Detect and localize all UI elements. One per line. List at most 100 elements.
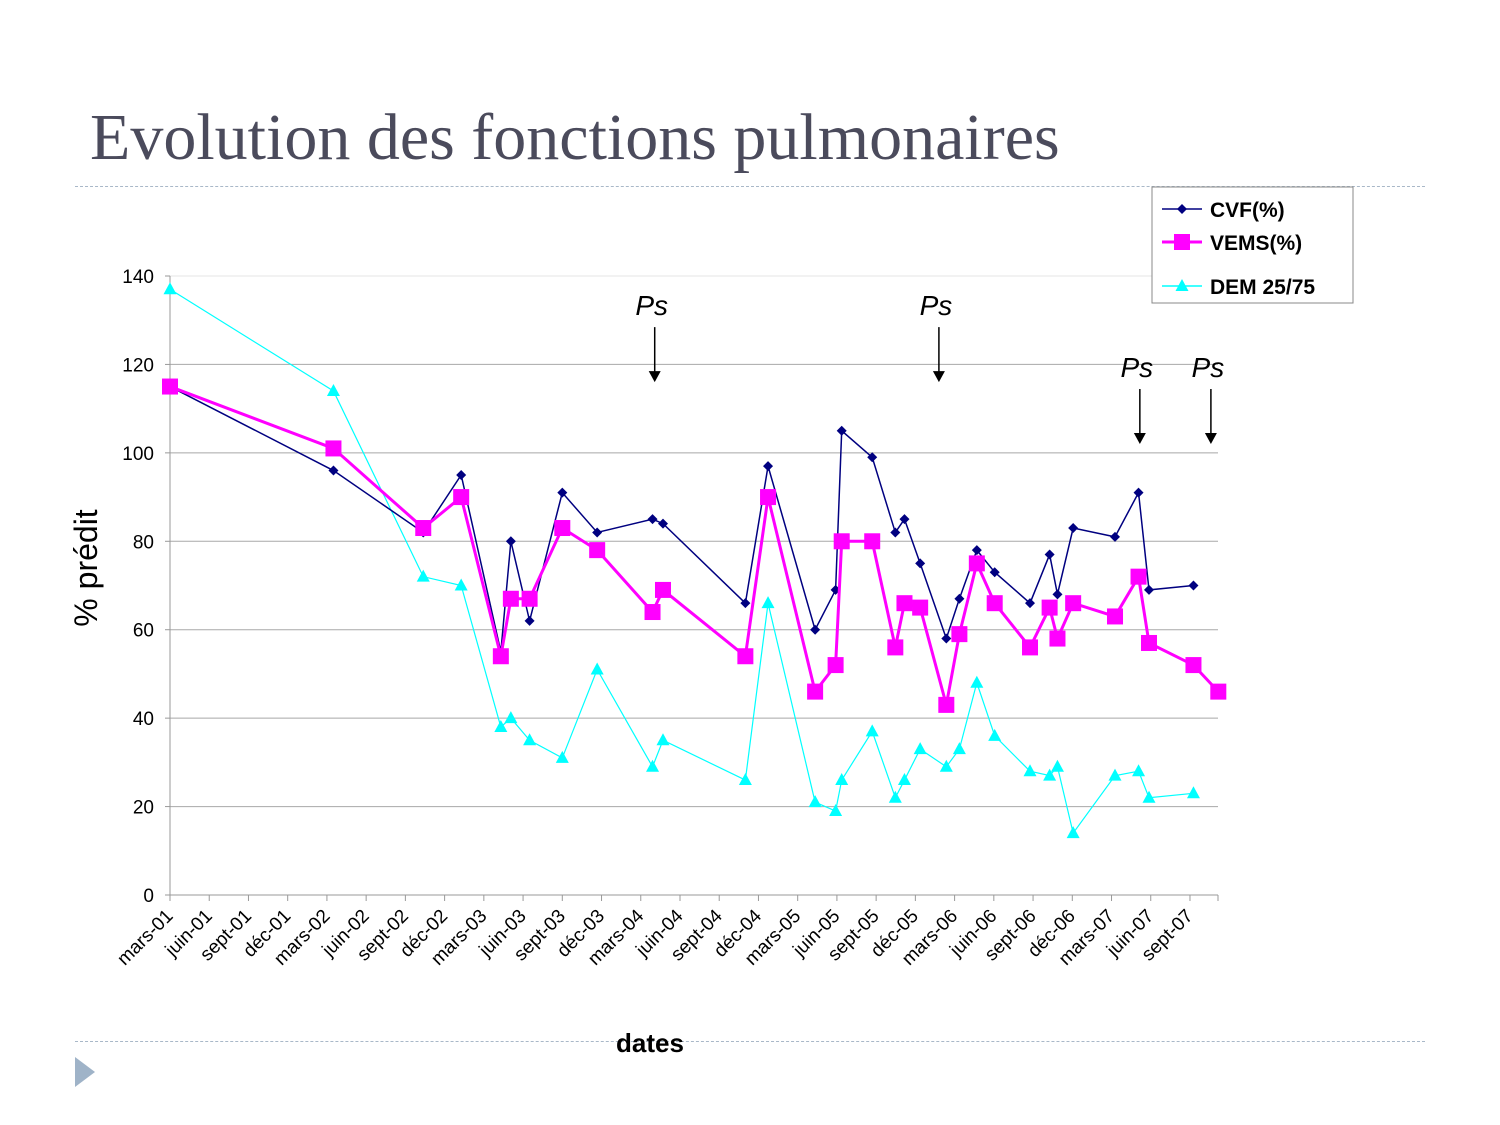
- y-tick-label: 120: [122, 355, 154, 376]
- data-point: [888, 790, 902, 803]
- data-point: [1049, 630, 1066, 647]
- data-point: [1210, 683, 1227, 700]
- ps-annotation: Ps: [1192, 352, 1225, 383]
- data-point: [968, 555, 985, 572]
- data-point: [1022, 639, 1039, 656]
- arrow-down-icon: [1204, 433, 1217, 445]
- data-point: [915, 558, 926, 569]
- data-point: [835, 773, 849, 786]
- y-tick-label: 100: [122, 444, 154, 465]
- data-point: [644, 604, 661, 621]
- data-point: [941, 633, 952, 644]
- data-point: [554, 520, 571, 537]
- data-point: [523, 733, 537, 746]
- data-point: [1110, 531, 1121, 542]
- ps-annotation: Ps: [1121, 352, 1154, 383]
- y-tick-label: 0: [143, 886, 154, 907]
- data-point: [162, 378, 178, 395]
- data-point: [970, 675, 984, 688]
- data-point: [864, 533, 881, 550]
- ps-annotation: Ps: [920, 290, 953, 321]
- data-point: [913, 742, 927, 755]
- data-point: [887, 639, 904, 656]
- data-point: [453, 489, 470, 506]
- data-point: [1185, 657, 1202, 674]
- data-point: [971, 545, 982, 556]
- legend-marker: [1177, 204, 1187, 214]
- data-point: [1065, 595, 1082, 612]
- data-point: [1130, 568, 1147, 585]
- arrow-down-icon: [1133, 433, 1146, 445]
- data-point: [1133, 487, 1144, 498]
- data-point: [954, 593, 965, 604]
- data-point: [1107, 608, 1124, 625]
- y-tick-label: 60: [133, 621, 154, 642]
- data-point: [738, 773, 752, 786]
- legend-marker: [1174, 234, 1190, 250]
- data-point: [521, 590, 538, 607]
- arrow-down-icon: [932, 371, 945, 383]
- data-point: [761, 596, 775, 609]
- y-tick-label: 20: [133, 798, 154, 819]
- legend-label: DEM 25/75: [1210, 276, 1315, 299]
- top-divider: [75, 186, 1425, 187]
- data-point: [1132, 764, 1146, 777]
- arrow-down-icon: [648, 371, 661, 383]
- slide-title: Evolution des fonctions pulmonaires: [90, 101, 1060, 174]
- legend-marker: [1175, 279, 1189, 291]
- data-point: [1068, 523, 1079, 534]
- data-point: [829, 803, 843, 816]
- data-point: [456, 469, 467, 480]
- y-axis-title: % prédit: [68, 509, 104, 627]
- data-point: [890, 527, 901, 538]
- x-axis-title: dates: [616, 1028, 684, 1058]
- bottom-divider: [75, 1041, 1425, 1042]
- data-point: [810, 624, 821, 635]
- data-point: [1050, 759, 1064, 772]
- data-point: [592, 527, 603, 538]
- data-point: [1025, 598, 1036, 609]
- data-point: [737, 648, 754, 665]
- data-point: [988, 728, 1002, 741]
- data-point: [836, 425, 847, 436]
- series-line: [169, 385, 1220, 706]
- data-point: [524, 615, 535, 626]
- data-point: [939, 759, 953, 772]
- data-point: [557, 487, 568, 498]
- ps-annotation: Ps: [635, 290, 668, 321]
- data-point: [808, 795, 822, 808]
- data-point: [1044, 549, 1055, 560]
- y-tick-label: 40: [133, 709, 154, 730]
- data-point: [1023, 764, 1037, 777]
- data-point: [590, 662, 604, 675]
- data-point: [328, 465, 339, 476]
- data-point: [1142, 790, 1156, 803]
- data-point: [951, 626, 968, 643]
- data-point: [807, 683, 824, 700]
- series-dem-25-75: [163, 282, 1200, 839]
- data-point: [1041, 599, 1058, 616]
- data-point: [740, 598, 751, 609]
- data-point: [657, 518, 668, 529]
- data-point: [646, 759, 660, 772]
- data-point: [415, 520, 432, 537]
- slide-nav-triangle-icon: [75, 1057, 95, 1087]
- x-tick-label: mars-01: [113, 906, 177, 970]
- data-point: [867, 452, 878, 463]
- series-line: [169, 385, 1194, 652]
- legend: CVF(%) VEMS(%) DEM 25/75: [1151, 186, 1354, 304]
- data-point: [502, 590, 519, 607]
- data-point: [938, 696, 955, 713]
- data-point: [492, 648, 509, 665]
- data-point: [833, 533, 850, 550]
- data-point: [1066, 826, 1080, 839]
- data-point: [163, 282, 177, 295]
- data-point: [325, 440, 342, 457]
- legend-label: CVF(%): [1210, 199, 1285, 222]
- data-point: [989, 567, 1000, 578]
- data-point: [896, 595, 913, 612]
- data-point: [865, 724, 879, 737]
- y-tick-label: 80: [133, 532, 154, 553]
- data-point: [1144, 584, 1155, 595]
- series-line: [169, 288, 1194, 835]
